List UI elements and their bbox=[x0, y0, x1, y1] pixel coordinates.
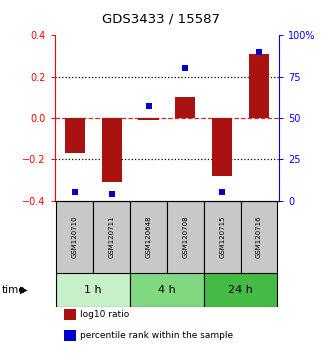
Bar bbox=[56, 273, 130, 307]
Bar bbox=[93, 201, 130, 273]
Text: GSM120648: GSM120648 bbox=[145, 216, 152, 258]
Bar bbox=[204, 201, 241, 273]
Text: log10 ratio: log10 ratio bbox=[80, 310, 130, 319]
Text: GSM120711: GSM120711 bbox=[109, 216, 115, 258]
Bar bbox=[212, 118, 232, 176]
Point bbox=[183, 65, 188, 71]
Point bbox=[109, 191, 114, 197]
Bar bbox=[65, 118, 85, 153]
Text: time: time bbox=[2, 285, 25, 295]
Text: GSM120716: GSM120716 bbox=[256, 216, 262, 258]
Point bbox=[146, 104, 151, 109]
Bar bbox=[56, 201, 93, 273]
Text: 1 h: 1 h bbox=[84, 285, 102, 295]
Bar bbox=[130, 201, 167, 273]
Bar bbox=[64, 330, 76, 341]
Point bbox=[220, 190, 225, 195]
Bar bbox=[167, 201, 204, 273]
Text: 4 h: 4 h bbox=[158, 285, 176, 295]
Point bbox=[256, 49, 262, 55]
Text: percentile rank within the sample: percentile rank within the sample bbox=[80, 331, 234, 340]
Bar bbox=[101, 118, 122, 182]
Bar bbox=[64, 309, 76, 320]
Text: GSM120715: GSM120715 bbox=[219, 216, 225, 258]
Bar bbox=[204, 273, 277, 307]
Text: ▶: ▶ bbox=[20, 285, 27, 295]
Bar bbox=[130, 273, 204, 307]
Text: GDS3433 / 15587: GDS3433 / 15587 bbox=[101, 12, 220, 25]
Bar bbox=[241, 201, 277, 273]
Bar bbox=[138, 118, 159, 120]
Text: 24 h: 24 h bbox=[228, 285, 253, 295]
Bar bbox=[175, 97, 195, 118]
Point bbox=[72, 190, 77, 195]
Bar bbox=[249, 54, 269, 118]
Text: GSM120710: GSM120710 bbox=[72, 216, 78, 258]
Text: GSM120708: GSM120708 bbox=[182, 216, 188, 258]
